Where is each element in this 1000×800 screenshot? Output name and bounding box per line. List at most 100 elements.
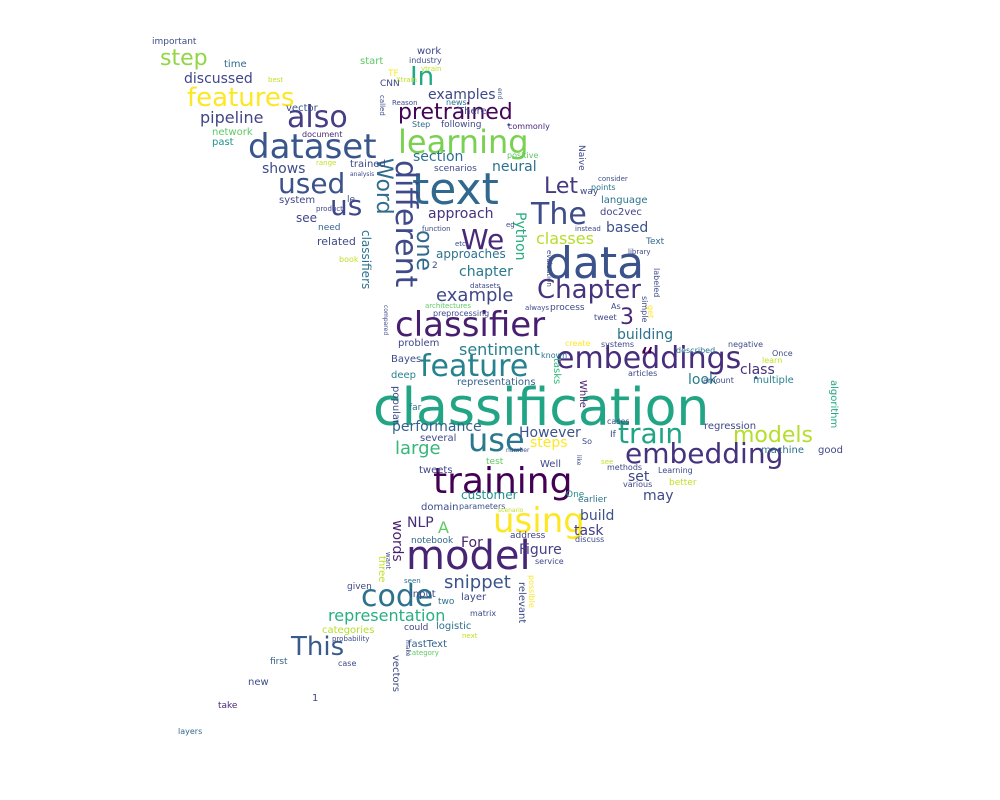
word: neural [492,159,537,175]
word: logistic [436,621,472,632]
word: address [510,531,546,541]
word: pretrained [398,100,513,125]
word: library [628,248,651,256]
word: Figure [519,542,562,558]
word: However [519,425,581,441]
word: trained [350,159,386,170]
word: compared [382,305,389,336]
word: function [422,225,451,233]
word: us [330,189,363,222]
word: instead [575,225,601,233]
word: tweets [419,465,453,476]
word: features [187,83,295,113]
word: matrix [470,609,497,618]
word: CNN [380,79,400,89]
word: based [606,220,649,236]
word: Step [412,120,431,129]
word: customer [461,488,518,502]
word: different [388,160,423,288]
word: positive [507,151,539,160]
word: models [733,423,813,448]
word: service [535,557,564,566]
word: class [740,362,775,378]
word: amount [703,376,734,385]
word: negative [728,340,763,349]
word: A [438,518,449,537]
word: language [601,195,648,206]
word: past [212,137,234,148]
word: system [279,195,316,206]
word: step [160,46,208,71]
word: used [278,167,346,200]
word: train [618,417,684,450]
word: various [623,480,653,489]
word: classification [373,378,710,438]
word: vector [286,103,318,114]
word: methods [607,463,643,472]
word: dataset [248,127,377,167]
word: following [441,120,482,130]
word: using [493,501,585,541]
word: book [339,255,359,264]
word: algorithm [828,380,839,429]
word: This [291,632,345,662]
word: case [338,659,357,668]
word: fastText [408,639,448,650]
word: 2 [432,261,438,271]
word: cases [607,417,630,426]
word: learning [398,123,529,161]
word: new [248,677,269,688]
word: want [384,552,392,570]
word: way [580,187,599,197]
word: number [506,447,530,454]
word: Word [371,158,396,215]
word: consider [598,175,628,183]
word: called [378,95,386,116]
word: may [643,488,674,504]
word: better [669,478,697,488]
word: look [688,372,718,388]
word: ytrain [421,65,442,73]
word: probability [332,635,370,643]
word: sentiment [459,340,540,359]
word: machine [761,445,804,456]
word: points [591,183,616,192]
word: scenario [498,507,524,514]
word: Reason [392,99,418,107]
word: If [610,430,616,440]
word: analysis [350,171,375,178]
word: two [438,597,455,607]
word: far [409,403,422,413]
word: training [433,461,573,502]
word: seen [404,577,421,585]
word: Bayes [391,354,422,365]
word: performance [392,419,482,435]
word: process [550,303,585,313]
word: So [582,437,592,446]
word: labeled [652,268,661,298]
word: classes [536,229,594,248]
word: given [347,582,372,592]
word: regression [704,421,757,432]
word: doc2vec [600,207,642,218]
word: earlier [578,495,607,505]
word: make [404,640,411,657]
word: work [417,46,442,57]
word: Let [544,174,579,199]
word: model [406,533,531,579]
word: One [566,490,585,500]
word: vectors [390,655,401,692]
word: related [317,235,356,248]
word: also [287,100,348,135]
word: Chapter [537,275,641,305]
word: large [395,438,441,459]
word: The [531,197,587,232]
word: several [420,433,457,444]
word: example [436,285,514,306]
word: preprocessing [433,309,490,318]
word: like [575,455,582,466]
word: see [296,211,318,225]
word: use [468,421,525,459]
word: best [268,76,284,84]
word: relevant [516,582,527,624]
